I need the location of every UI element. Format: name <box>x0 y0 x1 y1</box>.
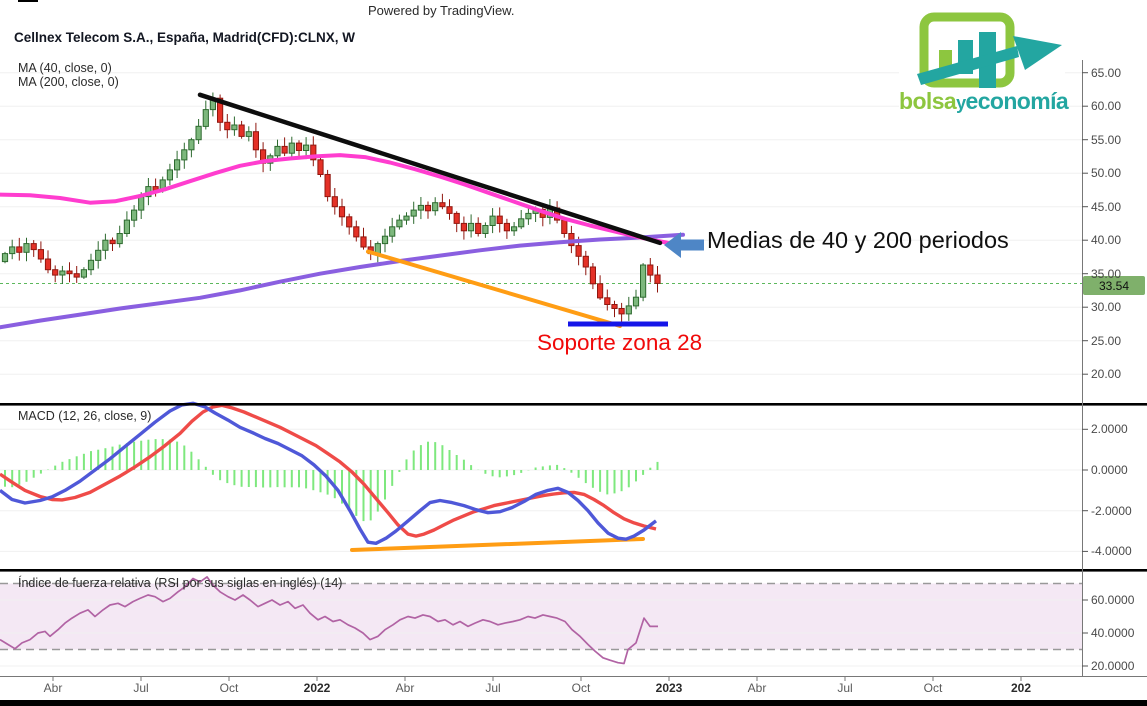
price-tick-label: 65.00 <box>1091 65 1122 80</box>
powered-by-text: Powered by TradingView. <box>368 3 515 18</box>
rsi-tick-label: 40.0000 <box>1091 626 1135 640</box>
price-tick-label: 25.00 <box>1091 333 1122 348</box>
ma200-line <box>0 232 685 330</box>
logo-wordmark: bolsayeconomía <box>899 88 1069 115</box>
soporte-annotation: Soporte zona 28 <box>537 330 703 355</box>
time-tick-label: 202 <box>1010 681 1032 695</box>
bolsayeconomia-logo: bolsayeconomía <box>899 12 1069 116</box>
price-tick-label: 45.00 <box>1091 199 1122 214</box>
rsi-indicator-label: Índice de fuerza relativa (RSI por sus s… <box>18 576 343 590</box>
time-tick-label: Abr <box>43 681 63 695</box>
price-tick-label: 55.00 <box>1091 132 1122 147</box>
macd-signal-line <box>0 403 657 538</box>
macd-indicator-label: MACD (12, 26, close, 9) <box>18 409 152 423</box>
macd-tick-label: -4.0000 <box>1091 544 1132 559</box>
time-tick-label: Jul <box>485 681 501 695</box>
orange-macd-trendline <box>350 536 645 552</box>
candlestick-series <box>1 92 661 323</box>
chart-title: Cellnex Telecom S.A., España, Madrid(CFD… <box>14 30 356 45</box>
time-tick-label: Oct <box>923 681 943 695</box>
logo-chart-icon <box>917 12 1062 88</box>
macd-main-line <box>0 401 658 545</box>
time-tick-label: Abr <box>747 681 767 695</box>
rsi-tick-label: 60.0000 <box>1091 593 1135 607</box>
logo-word-y: y <box>956 93 966 113</box>
ma200-indicator-label: MA (200, close, 0) <box>18 75 119 89</box>
left-arrow-icon <box>664 230 706 260</box>
price-tick-label: 35.00 <box>1091 266 1122 281</box>
rsi-line <box>0 576 658 665</box>
orange-price-trendline <box>366 249 622 328</box>
time-tick-label: 2022 <box>303 681 331 695</box>
time-tick-label: 2023 <box>655 681 683 695</box>
rsi-tick-label: 20.0000 <box>1091 659 1135 673</box>
price-tick-label: 50.00 <box>1091 166 1122 181</box>
price-tick-label: 30.00 <box>1091 300 1122 315</box>
time-tick-label: Oct <box>571 681 591 695</box>
time-tick-label: Jul <box>133 681 149 695</box>
medias-annotation: Medias de 40 y 200 periodos <box>707 227 1009 253</box>
macd-tick-label: 0.0000 <box>1091 463 1128 477</box>
ma40-indicator-label: MA (40, close, 0) <box>18 61 112 75</box>
time-tick-label: Oct <box>219 681 239 695</box>
price-tick-label: 60.00 <box>1091 99 1122 114</box>
price-tick-label: 40.00 <box>1091 233 1122 248</box>
logo-word-economia: economía <box>965 88 1069 114</box>
time-tick-label: Jul <box>837 681 853 695</box>
last-price-badge: 33.54 <box>1083 276 1145 295</box>
macd-tick-label: -2.0000 <box>1091 503 1132 518</box>
black-resistance-trendline <box>197 92 663 246</box>
logo-word-bolsa: bolsa <box>899 88 957 114</box>
time-tick-label: Abr <box>395 681 415 695</box>
macd-tick-label: 2.0000 <box>1091 422 1128 437</box>
ma40-line <box>0 153 670 245</box>
price-tick-label: 20.00 <box>1091 367 1122 382</box>
